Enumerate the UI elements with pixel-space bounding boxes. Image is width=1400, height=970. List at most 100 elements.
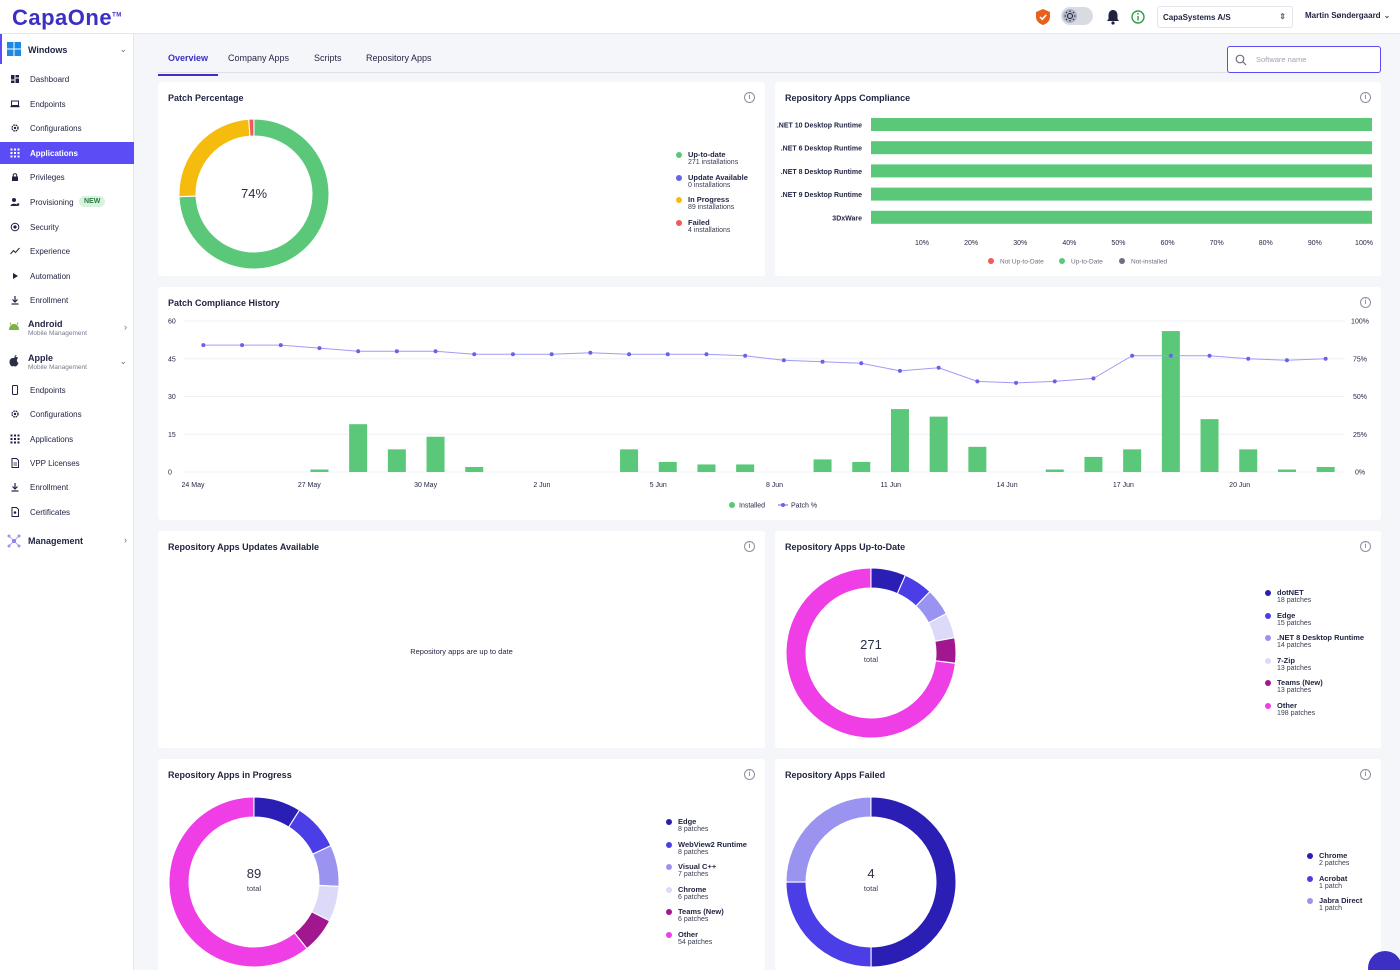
sidebar-item-applications[interactable]: Applications [0, 141, 134, 164]
installed-bar[interactable] [1316, 466, 1335, 472]
sidebar-apple-item-enrollment[interactable]: Enrollment [0, 476, 134, 498]
patch-percent-point[interactable] [549, 352, 554, 357]
donut-slice-acrobat[interactable] [785, 881, 872, 968]
patch-percent-point[interactable] [975, 379, 980, 384]
patch-percent-point[interactable] [627, 352, 632, 357]
donut-slice-jabra-direct[interactable] [785, 796, 872, 883]
installed-bar[interactable] [620, 449, 639, 472]
info-circle-icon[interactable] [1129, 8, 1147, 26]
installed-bar[interactable] [1200, 419, 1219, 472]
legend-label[interactable]: Patch % [791, 503, 817, 510]
patch-percent-point[interactable] [781, 358, 786, 363]
sidebar-item-automation[interactable]: Automation [0, 265, 134, 287]
legend-label[interactable]: Installed [739, 503, 765, 510]
installed-bar[interactable] [1161, 331, 1180, 472]
donut-slice-other[interactable] [168, 796, 308, 968]
info-icon[interactable]: i [1360, 297, 1371, 308]
legend-label[interactable]: Not Up-to-Date [1000, 259, 1044, 266]
installed-bar[interactable] [1123, 449, 1142, 472]
sidebar-section-android[interactable]: Android Mobile Management › [0, 317, 134, 347]
installed-bar[interactable] [465, 466, 484, 472]
patch-percent-point[interactable] [859, 361, 864, 366]
installed-bar[interactable] [1239, 449, 1258, 472]
bell-icon[interactable] [1104, 8, 1122, 26]
patch-percent-point[interactable] [1091, 376, 1096, 381]
shield-alert-icon[interactable] [1034, 8, 1052, 26]
patch-percent-point[interactable] [704, 352, 709, 357]
patch-percent-point[interactable] [1284, 358, 1289, 363]
info-icon[interactable]: i [744, 769, 755, 780]
compliance-bar[interactable] [871, 164, 1372, 178]
legend-label[interactable]: Not-installed [1131, 259, 1168, 266]
info-icon[interactable]: i [744, 92, 755, 103]
installed-bar[interactable] [813, 459, 832, 472]
sidebar-item-experience[interactable]: Experience [0, 240, 134, 262]
installed-bar[interactable] [890, 409, 909, 472]
installed-bar[interactable] [1084, 456, 1103, 472]
patch-percent-point[interactable] [1052, 379, 1057, 384]
legend-label[interactable]: Up-to-Date [1071, 259, 1103, 266]
patch-percent-point[interactable] [1168, 353, 1173, 358]
sidebar-item-configurations[interactable]: Configurations [0, 117, 134, 139]
donut-slice-webview2-runtime[interactable] [288, 809, 332, 855]
patch-percent-point[interactable] [433, 349, 438, 354]
donut-slice-teams-new-[interactable] [934, 637, 957, 664]
search-input[interactable] [1256, 55, 1376, 64]
patch-percent-point[interactable] [820, 359, 825, 364]
sidebar-item-enrollment[interactable]: Enrollment [0, 289, 134, 311]
sidebar-section-apple[interactable]: Apple Mobile Management ⌄ [0, 351, 134, 381]
installed-bar[interactable] [349, 424, 368, 472]
patch-percent-point[interactable] [510, 352, 515, 357]
chat-button[interactable] [1368, 951, 1400, 970]
donut-slice-up-to-date[interactable] [178, 118, 330, 270]
patch-percent-point[interactable] [588, 350, 593, 355]
installed-bar[interactable] [736, 464, 755, 472]
sidebar-item-dashboard[interactable]: Dashboard [0, 68, 134, 90]
company-select[interactable]: CapaSystems A/S ⇕ [1157, 6, 1293, 28]
donut-slice-other[interactable] [785, 567, 956, 739]
sidebar-apple-item-certificates[interactable]: Certificates [0, 501, 134, 523]
patch-percent-point[interactable] [897, 368, 902, 373]
compliance-bar[interactable] [871, 210, 1372, 224]
tab-repository-apps[interactable]: Repository Apps [366, 53, 432, 63]
sidebar-apple-item-configurations[interactable]: Configurations [0, 403, 134, 425]
sidebar-section-management[interactable]: Management › [0, 527, 134, 557]
theme-toggle[interactable] [1061, 7, 1093, 25]
info-icon[interactable]: i [1360, 92, 1371, 103]
tab-overview[interactable]: Overview [158, 53, 218, 76]
sidebar-apple-item-vpp-licenses[interactable]: VPP Licenses [0, 452, 134, 474]
patch-percent-point[interactable] [240, 343, 245, 348]
patch-percent-point[interactable] [665, 352, 670, 357]
sidebar-apple-item-applications[interactable]: Applications [0, 428, 134, 450]
compliance-bar[interactable] [871, 141, 1372, 155]
patch-percent-point[interactable] [1207, 353, 1212, 358]
installed-bar[interactable] [1277, 469, 1296, 472]
patch-percent-point[interactable] [356, 349, 361, 354]
sidebar-section-windows[interactable]: Windows ⌄ [0, 34, 134, 64]
installed-bar[interactable] [697, 464, 716, 472]
software-search[interactable] [1227, 46, 1381, 73]
patch-percent-point[interactable] [1130, 353, 1135, 358]
info-icon[interactable]: i [744, 541, 755, 552]
patch-percent-point[interactable] [317, 346, 322, 351]
sidebar-apple-item-endpoints[interactable]: Endpoints [0, 379, 134, 401]
info-icon[interactable]: i [1360, 541, 1371, 552]
patch-percent-point[interactable] [201, 343, 206, 348]
sidebar-item-endpoints[interactable]: Endpoints [0, 93, 134, 115]
installed-bar[interactable] [426, 436, 445, 472]
capaone-logo[interactable]: CapaOneTM [12, 5, 122, 30]
sidebar-item-privileges[interactable]: Privileges [0, 166, 134, 188]
tab-scripts[interactable]: Scripts [314, 53, 342, 63]
tab-company-apps[interactable]: Company Apps [228, 53, 290, 63]
installed-bar[interactable] [1045, 469, 1064, 472]
installed-bar[interactable] [968, 446, 987, 472]
info-icon[interactable]: i [1360, 769, 1371, 780]
user-menu[interactable]: Martin Søndergaard ⌄ [1305, 11, 1390, 20]
patch-percent-point[interactable] [1323, 356, 1328, 361]
patch-percent-point[interactable] [394, 349, 399, 354]
patch-percent-point[interactable] [743, 353, 748, 358]
compliance-bar[interactable] [871, 187, 1372, 201]
installed-bar[interactable] [387, 449, 406, 472]
patch-percent-point[interactable] [278, 343, 283, 348]
installed-bar[interactable] [658, 461, 677, 472]
